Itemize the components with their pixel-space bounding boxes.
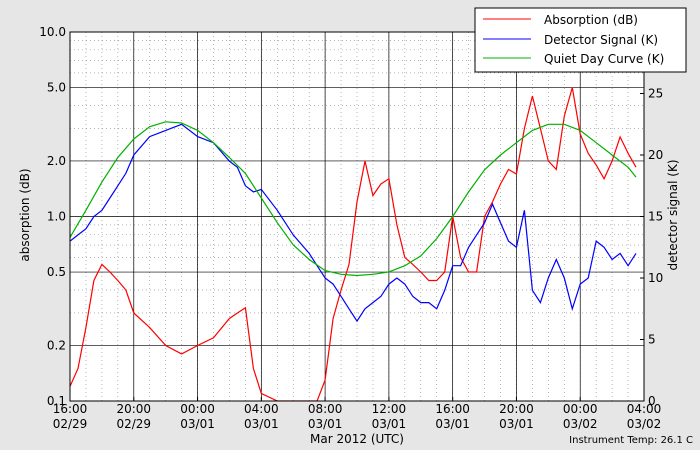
- y-axis-left-label: absorption (dB): [18, 168, 32, 261]
- instrument-temp-footer: Instrument Temp: 26.1 C: [569, 435, 693, 446]
- axis-ticks: 16:0002/2920:0002/2900:0003/0104:0003/01…: [39, 25, 663, 431]
- legend-label-absorption: Absorption (dB): [544, 13, 638, 27]
- legend-label-detector-signal: Detector Signal (K): [544, 33, 658, 47]
- x-tick-label-date: 03/02: [627, 417, 662, 431]
- legend: Absorption (dB) Detector Signal (K) Quie…: [474, 7, 687, 73]
- y-right-tick-label: 10: [648, 271, 663, 285]
- x-axis-label: Mar 2012 (UTC): [310, 432, 404, 446]
- x-tick-label-date: 03/01: [308, 417, 343, 431]
- x-tick-label-date: 03/01: [435, 417, 470, 431]
- y-left-tick-label: 0.1: [47, 394, 66, 408]
- y-left-tick-label: 0.2: [47, 338, 66, 352]
- y-left-tick-label: 10.0: [39, 25, 66, 39]
- x-tick-label-date: 03/01: [244, 417, 279, 431]
- x-tick-label-date: 03/01: [499, 417, 534, 431]
- legend-box: [474, 7, 687, 73]
- y-axis-right-label: detector signal (K): [666, 159, 680, 270]
- x-tick-label-time: 16:00: [53, 402, 88, 416]
- y-left-tick-label: 1.0: [47, 210, 66, 224]
- y-left-tick-label: 2.0: [47, 154, 66, 168]
- x-tick-label-time: 00:00: [563, 402, 598, 416]
- x-tick-label-date: 03/01: [180, 417, 215, 431]
- x-tick-label-time: 08:00: [308, 402, 343, 416]
- x-tick-label-time: 20:00: [116, 402, 151, 416]
- grid-lines: [69, 31, 645, 402]
- y-right-tick-label: 0: [648, 394, 656, 408]
- y-right-tick-label: 25: [648, 87, 663, 101]
- y-left-tick-label: 5.0: [47, 81, 66, 95]
- x-tick-label-time: 12:00: [372, 402, 407, 416]
- x-tick-label-date: 02/29: [53, 417, 88, 431]
- x-tick-label-time: 00:00: [180, 402, 215, 416]
- x-tick-label-time: 16:00: [435, 402, 470, 416]
- x-tick-label-time: 04:00: [627, 402, 662, 416]
- x-tick-label-date: 03/02: [563, 417, 598, 431]
- series-absorption: [70, 87, 637, 401]
- plot-series: [70, 87, 637, 401]
- y-right-tick-label: 20: [648, 148, 663, 162]
- x-tick-label-date: 03/01: [372, 417, 407, 431]
- x-tick-label-time: 04:00: [244, 402, 279, 416]
- y-left-tick-label: 0.5: [47, 265, 66, 279]
- x-tick-label-date: 02/29: [116, 417, 151, 431]
- series-detector-signal: [70, 123, 637, 323]
- legend-label-quiet-day-curve: Quiet Day Curve (K): [544, 52, 664, 66]
- series-quiet-day-curve: [70, 121, 637, 277]
- x-tick-label-time: 20:00: [499, 402, 534, 416]
- y-right-tick-label: 5: [648, 333, 656, 347]
- y-right-tick-label: 15: [648, 210, 663, 224]
